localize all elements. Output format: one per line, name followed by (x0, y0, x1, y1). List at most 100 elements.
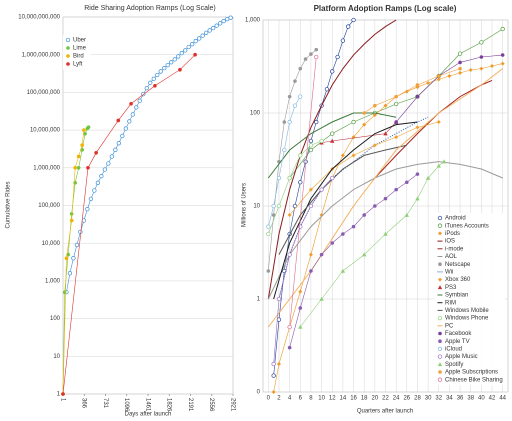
data-point (282, 120, 287, 124)
data-point (346, 24, 351, 29)
data-point (500, 61, 505, 66)
data-point (193, 52, 197, 57)
y-tick-label: 1 (257, 297, 261, 303)
x-tick-label: 1461 (144, 398, 150, 412)
data-point (92, 188, 97, 193)
data-point (204, 30, 209, 35)
legend-label: Windows Phone (445, 316, 489, 322)
data-point (383, 196, 388, 201)
data-point (308, 203, 314, 209)
data-point (415, 125, 420, 130)
data-point (361, 252, 367, 257)
data-point (162, 65, 167, 71)
data-point (324, 87, 330, 92)
data-point (120, 133, 125, 139)
data-point (102, 167, 108, 172)
x-tick-label: 14 (340, 396, 347, 402)
legend-swatch (65, 37, 71, 43)
data-point (341, 232, 345, 236)
data-point (217, 21, 223, 26)
data-point (81, 218, 87, 223)
data-point (62, 290, 67, 295)
data-point (80, 143, 84, 147)
data-point (340, 38, 346, 43)
chart-title: Platform Adoption Ramps (Log scale) (314, 4, 457, 13)
data-point (282, 147, 287, 153)
data-point (271, 361, 276, 367)
x-tick-label: 42 (489, 396, 496, 402)
data-point (271, 390, 276, 394)
series-line (289, 56, 317, 328)
data-point (276, 175, 282, 181)
legend-label: i-mode (445, 246, 464, 252)
x-tick-label: 731 (102, 398, 108, 409)
data-point (298, 306, 303, 310)
legend-swatch (66, 62, 70, 66)
data-point (298, 324, 303, 329)
data-point (221, 18, 226, 24)
data-point (178, 67, 182, 72)
data-point (129, 101, 133, 106)
y-tick-label: 10,000,000,000 (18, 15, 60, 21)
x-tick-label: 30 (425, 396, 432, 402)
data-point (266, 224, 271, 229)
data-point (490, 64, 495, 69)
legend-label: AOL (445, 254, 458, 260)
data-point (404, 212, 410, 217)
data-point (298, 153, 303, 158)
data-point (287, 345, 292, 350)
data-point (303, 57, 308, 61)
legend-box (435, 213, 505, 386)
data-point (172, 57, 177, 62)
x-tick-label: 366 (81, 398, 87, 409)
x-tick-label: 10 (318, 396, 325, 402)
data-point (308, 143, 314, 148)
data-point (425, 175, 431, 180)
data-point (394, 101, 399, 107)
data-point (314, 54, 319, 60)
data-point (266, 231, 271, 237)
data-point (109, 154, 114, 159)
legend-swatch (437, 215, 443, 221)
legend-swatch (438, 331, 442, 336)
data-point (287, 252, 292, 257)
data-point (330, 131, 335, 136)
data-point (76, 166, 81, 170)
data-point (287, 119, 292, 125)
data-point (153, 83, 157, 88)
data-point (308, 252, 313, 257)
legend-label: Apple Subscriptions (445, 370, 498, 376)
legend-label: Xbox 360 (445, 277, 471, 283)
legend-label: PC (445, 323, 454, 329)
data-point (169, 60, 174, 65)
legend-label: Apple Music (445, 354, 478, 360)
data-point (137, 98, 142, 103)
data-point (287, 175, 292, 181)
data-point (165, 62, 170, 68)
legend-swatch (66, 54, 70, 58)
y-tick-label: 10 (253, 204, 260, 210)
y-axis-label: Millions of Users (242, 183, 248, 227)
series-line (62, 126, 89, 395)
y-axis-label: Cumulative Rides (6, 181, 12, 228)
data-point (67, 271, 73, 276)
legend-label: RIM (445, 300, 456, 306)
legend-swatch (437, 315, 443, 321)
x-tick-label: 1 (59, 398, 65, 402)
chart-title: Ride Sharing Adoption Ramps (Log Scale) (84, 5, 216, 12)
data-point (200, 33, 205, 38)
data-point (74, 242, 80, 248)
data-point (436, 74, 441, 78)
data-point (155, 72, 160, 78)
x-tick-label: 2191 (187, 398, 193, 412)
data-point (210, 25, 216, 31)
data-point (309, 269, 313, 273)
data-point (271, 213, 276, 217)
legend-label: Bird (73, 54, 84, 60)
legend-label: Chinese Bike Sharing (445, 377, 503, 383)
x-tick-label: 36 (457, 396, 464, 402)
series-line (267, 19, 397, 300)
data-point (298, 289, 303, 294)
data-point (134, 105, 139, 110)
data-point (308, 138, 314, 144)
